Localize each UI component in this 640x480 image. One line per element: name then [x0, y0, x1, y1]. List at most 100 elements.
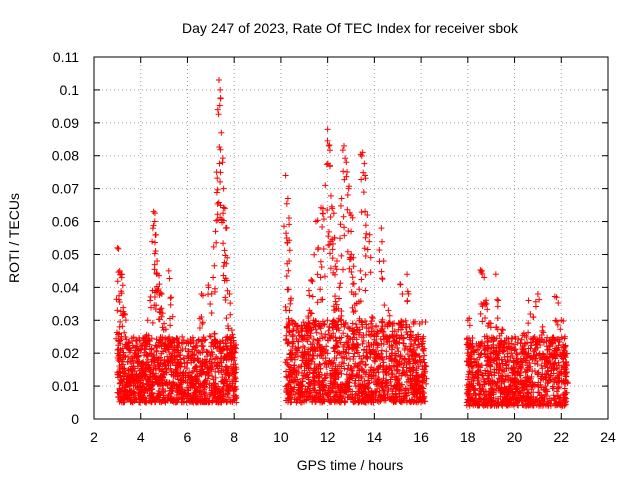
data-point: [114, 244, 121, 251]
data-point: [189, 398, 196, 405]
data-point: [363, 230, 370, 237]
data-point: [365, 339, 372, 346]
data-point: [227, 300, 234, 307]
data-point: [216, 399, 223, 406]
data-point: [161, 320, 168, 327]
data-point: [344, 169, 351, 176]
data-point: [114, 278, 121, 285]
data-point: [164, 379, 171, 386]
data-point: [284, 195, 291, 202]
data-point: [331, 355, 338, 362]
data-point: [212, 374, 219, 381]
data-point: [342, 349, 349, 356]
data-point: [217, 94, 224, 101]
data-point: [136, 334, 143, 341]
data-point: [173, 399, 180, 406]
data-point: [223, 224, 230, 231]
data-point: [148, 358, 155, 365]
data-point: [338, 195, 345, 202]
data-point: [200, 398, 207, 405]
data-point: [366, 231, 373, 238]
data-point: [147, 297, 154, 304]
data-point: [220, 384, 227, 391]
data-point: [389, 371, 396, 378]
data-point: [337, 221, 344, 228]
data-point: [369, 313, 376, 320]
data-point: [351, 350, 358, 357]
data-point: [200, 369, 207, 376]
data-point: [308, 276, 315, 283]
data-point: [346, 325, 353, 332]
y-tick-label: 0.07: [52, 181, 79, 197]
data-point: [144, 317, 151, 324]
data-point: [309, 293, 316, 300]
x-tick-label: 14: [367, 429, 383, 445]
data-point: [180, 337, 187, 344]
data-point: [149, 358, 156, 365]
data-point: [319, 334, 326, 341]
data-point: [215, 394, 222, 401]
data-point: [421, 352, 428, 359]
data-point: [194, 342, 201, 349]
data-point: [290, 325, 297, 332]
data-point: [494, 303, 501, 310]
data-point: [321, 273, 328, 280]
data-point: [338, 252, 345, 259]
data-point: [297, 363, 304, 370]
data-point: [330, 210, 337, 217]
data-point: [120, 352, 127, 359]
data-point: [282, 172, 289, 179]
data-point: [223, 315, 230, 322]
data-point: [320, 210, 327, 217]
data-point: [409, 364, 416, 371]
data-point: [219, 347, 226, 354]
data-point: [317, 274, 324, 281]
data-point: [209, 392, 216, 399]
data-point: [232, 361, 239, 368]
data-point: [212, 228, 219, 235]
data-point: [366, 238, 373, 245]
data-point: [193, 340, 200, 347]
data-point: [416, 320, 423, 327]
data-point: [153, 336, 160, 343]
data-point: [466, 322, 473, 329]
data-point: [353, 321, 360, 328]
data-point: [311, 251, 318, 258]
data-point: [179, 346, 186, 353]
data-point: [212, 368, 219, 375]
data-point: [210, 274, 217, 281]
data-point: [214, 186, 221, 193]
data-point: [364, 246, 371, 253]
data-point: [324, 317, 331, 324]
data-point: [123, 336, 130, 343]
data-point: [216, 393, 223, 400]
data-point: [158, 357, 165, 364]
data-point: [327, 213, 334, 220]
data-point: [319, 378, 326, 385]
x-tick-label: 24: [600, 429, 616, 445]
data-point: [220, 392, 227, 399]
data-point: [329, 324, 336, 331]
data-point: [404, 271, 411, 278]
data-point: [530, 314, 537, 321]
data-point: [148, 390, 155, 397]
data-point: [360, 189, 367, 196]
data-point: [320, 246, 327, 253]
data-point: [126, 349, 133, 356]
data-point: [553, 318, 560, 325]
data-point: [219, 374, 226, 381]
data-point: [318, 264, 325, 271]
data-point: [337, 202, 344, 209]
data-point: [205, 372, 212, 379]
data-point: [380, 258, 387, 265]
data-point: [222, 396, 229, 403]
data-point: [332, 334, 339, 341]
x-tick-label: 20: [507, 429, 523, 445]
data-point: [347, 391, 354, 398]
data-point: [341, 224, 348, 231]
data-point: [373, 323, 380, 330]
data-point: [317, 351, 324, 358]
data-point: [149, 225, 156, 232]
data-point: [322, 182, 329, 189]
data-point: [154, 361, 161, 368]
